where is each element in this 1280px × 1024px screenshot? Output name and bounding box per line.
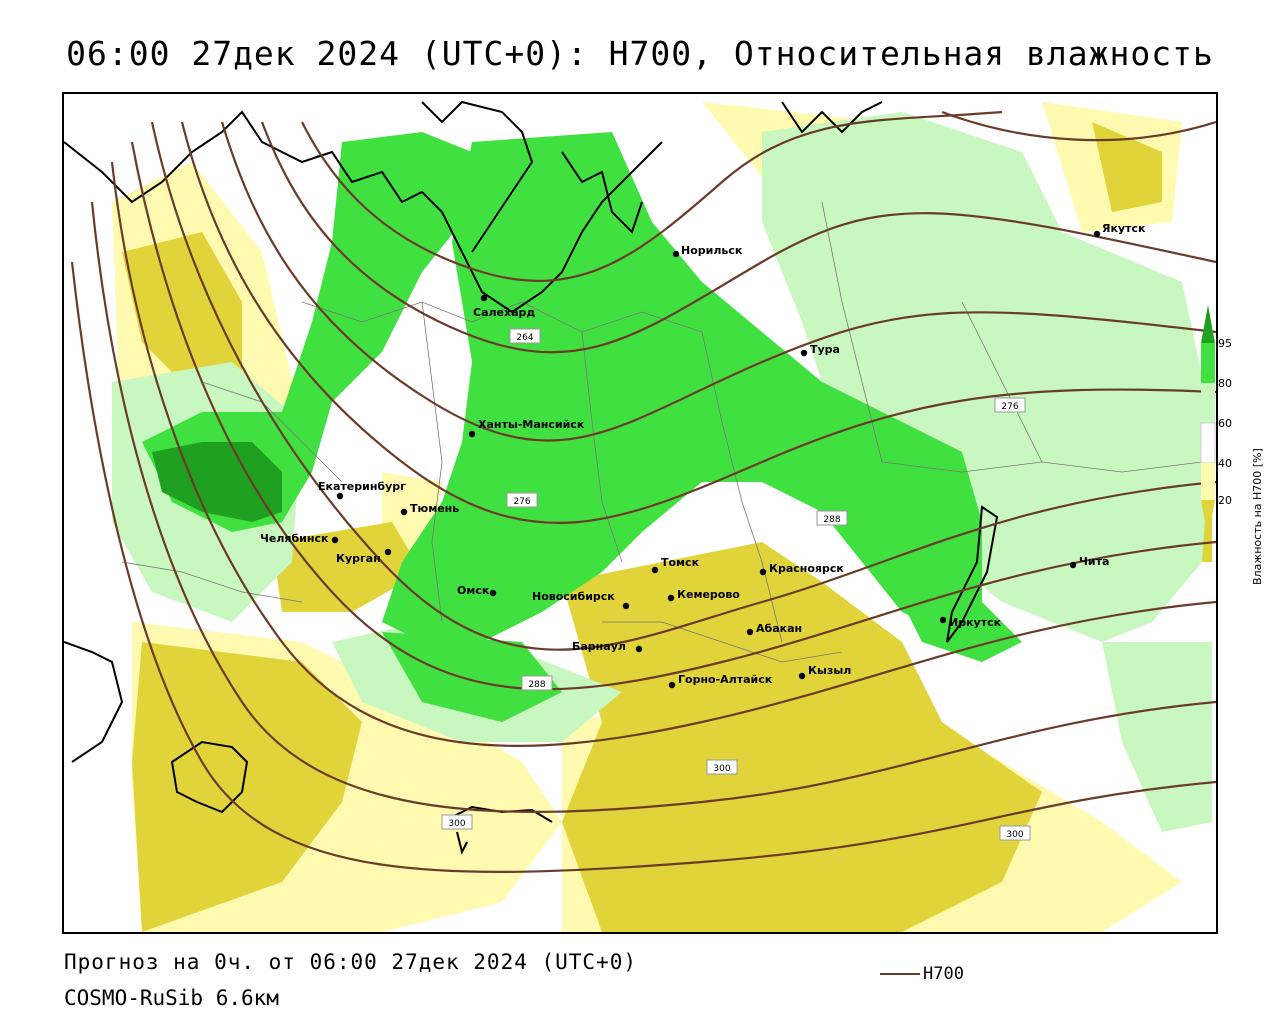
svg-text:Горно-Алтайск: Горно-Алтайск	[678, 673, 773, 686]
colorbar-wet	[1201, 343, 1215, 383]
city-yakutsk[interactable]: Якутск	[1093, 222, 1146, 238]
city-irkutsk[interactable]: Иркутск	[939, 616, 1002, 629]
colorbar-moist	[1201, 383, 1215, 423]
city-khanty-mansiysk[interactable]: Ханты-Мансийск	[468, 418, 585, 438]
colorbar-tick: 80	[1218, 377, 1232, 390]
contour-line-swatch	[880, 973, 920, 975]
city-kyzyl[interactable]: Кызыл	[798, 664, 852, 680]
svg-text:Салехард: Салехард	[473, 306, 535, 319]
city-salekhard[interactable]: Салехард	[473, 294, 535, 319]
humidity-very-dry-area	[122, 122, 1212, 932]
svg-text:Кемерово: Кемерово	[677, 588, 740, 601]
contour-label: 300	[441, 814, 473, 830]
svg-text:276: 276	[1001, 402, 1018, 412]
contour-label: 264	[509, 328, 541, 344]
svg-text:Влажность на H700 [%]: Влажность на H700 [%]	[1251, 448, 1264, 585]
city-abakan[interactable]: Абакан	[746, 622, 802, 636]
colorbar-tick: 20	[1218, 494, 1232, 507]
city-tyumen[interactable]: Тюмень	[400, 502, 459, 516]
contour-labels: 264 276 276 288 288 300	[441, 328, 1031, 841]
city-gorno-altaysk[interactable]: Горно-Алтайск	[668, 673, 773, 689]
contour-label: 300	[706, 759, 738, 775]
svg-text:Иркутск: Иркутск	[949, 616, 1002, 629]
humidity-colorbar: 95 80 60 40 20	[1198, 300, 1278, 550]
city-barnaul[interactable]: Барнаул	[572, 640, 643, 653]
city-tomsk[interactable]: Томск	[651, 556, 700, 574]
svg-text:Тура: Тура	[810, 343, 840, 356]
svg-text:300: 300	[713, 764, 730, 774]
h700-contours	[70, 110, 1216, 874]
svg-text:Абакан: Абакан	[756, 622, 802, 635]
city-tura[interactable]: Тура	[800, 343, 840, 357]
colorbar-bottom-arrow	[1201, 500, 1215, 538]
svg-text:Красноярск: Красноярск	[769, 562, 844, 575]
city-ekaterinburg[interactable]: Екатеринбург	[318, 480, 406, 500]
svg-text:300: 300	[448, 819, 465, 829]
contour-label: 288	[521, 675, 553, 691]
city-krasnoyarsk[interactable]: Красноярск	[759, 562, 845, 576]
weather-map[interactable]: 264 276 276 288 288 300	[62, 92, 1218, 934]
svg-text:Курган: Курган	[336, 552, 381, 565]
svg-text:Новосибирск: Новосибирск	[532, 590, 615, 603]
svg-text:288: 288	[528, 680, 545, 690]
forecast-info: Прогноз на 0ч. от 06:00 27дек 2024 (UTC+…	[64, 950, 638, 974]
svg-text:Екатеринбург: Екатеринбург	[318, 480, 406, 493]
colorbar-title: Влажность на H700 [%]	[1247, 350, 1267, 590]
svg-text:Кызыл: Кызыл	[808, 664, 851, 677]
contour-legend-label: H700	[923, 964, 964, 984]
svg-text:264: 264	[516, 333, 533, 343]
contour-legend: H700	[880, 964, 964, 984]
city-kemerovo[interactable]: Кемерово	[667, 588, 740, 602]
svg-text:Ханты-Мансийск: Ханты-Мансийск	[478, 418, 585, 431]
svg-text:Омск: Омск	[457, 584, 490, 597]
city-novosibirsk[interactable]: Новосибирск	[532, 590, 630, 610]
svg-text:300: 300	[1006, 830, 1023, 840]
city-kurgan[interactable]: Курган	[336, 548, 392, 565]
contour-label: 276	[506, 492, 538, 508]
city-markers: Якутск Норильск Салехард Тура Ханты-Манс…	[260, 222, 1146, 689]
svg-text:Чита: Чита	[1079, 555, 1109, 568]
colorbar-tick: 40	[1218, 457, 1232, 470]
colorbar-tick: 95	[1218, 337, 1232, 350]
svg-text:Норильск: Норильск	[681, 244, 743, 257]
model-name: COSMO-RuSib 6.6км	[64, 986, 279, 1010]
city-chelyabinsk[interactable]: Челябинск	[260, 532, 339, 545]
svg-text:Томск: Томск	[661, 556, 700, 569]
svg-text:Барнаул: Барнаул	[572, 640, 626, 653]
colorbar-tick: 60	[1218, 417, 1232, 430]
svg-text:288: 288	[823, 515, 840, 525]
colorbar-neutral	[1200, 422, 1216, 464]
svg-text:Якутск: Якутск	[1102, 222, 1146, 235]
city-chita[interactable]: Чита	[1069, 555, 1110, 569]
contour-label: 288	[816, 510, 848, 526]
map-title: 06:00 27дек 2024 (UTC+0): H700, Относите…	[66, 34, 1214, 73]
svg-text:276: 276	[513, 497, 530, 507]
city-norilsk[interactable]: Норильск	[672, 244, 743, 258]
svg-text:Челябинск: Челябинск	[260, 532, 329, 545]
colorbar-dry	[1201, 463, 1215, 500]
svg-text:Тюмень: Тюмень	[410, 502, 459, 515]
colorbar-top-arrow	[1201, 305, 1215, 343]
contour-label: 300	[999, 825, 1031, 841]
city-omsk[interactable]: Омск	[457, 584, 497, 597]
contour-label: 276	[994, 397, 1026, 413]
